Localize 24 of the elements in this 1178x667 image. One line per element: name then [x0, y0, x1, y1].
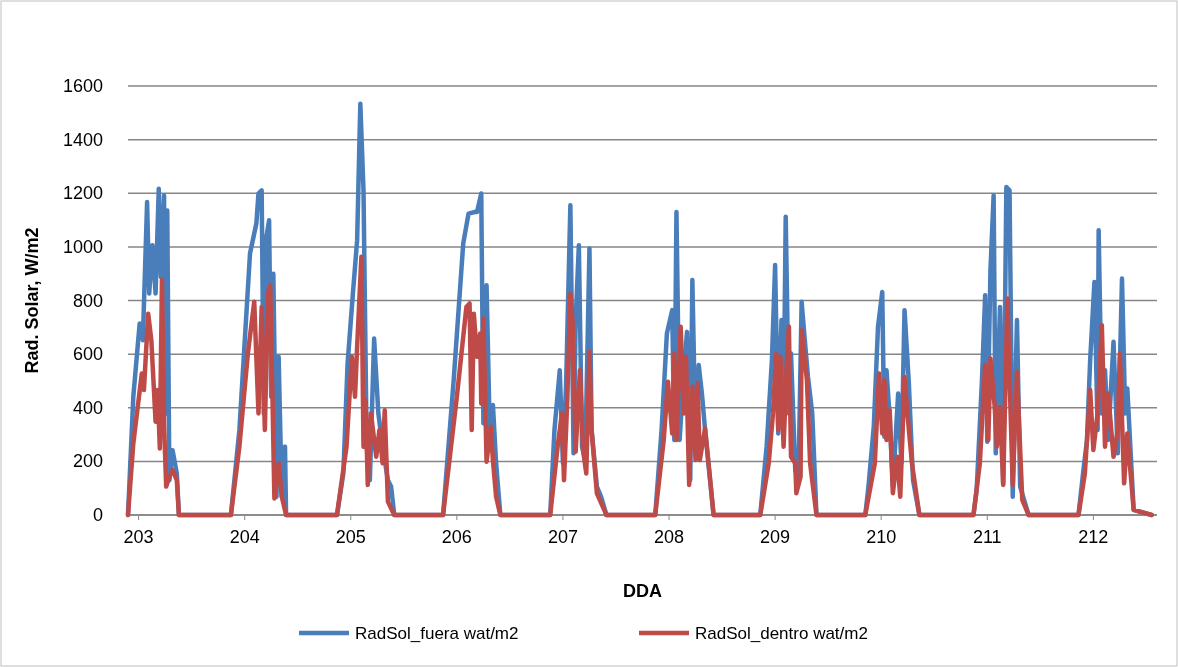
y-tick-label: 1600 — [62, 76, 103, 96]
x-tick-label: 212 — [1078, 527, 1109, 547]
y-tick-label: 1200 — [62, 183, 103, 204]
x-tick-label: 205 — [335, 527, 366, 547]
x-tick-label: 209 — [760, 527, 791, 547]
x-tick-label: 210 — [866, 527, 897, 547]
x-tick-label: 211 — [972, 527, 1002, 547]
y-tick-label: 1400 — [62, 129, 103, 150]
legend-label: RadSol_fuera wat/m2 — [355, 624, 519, 643]
x-axis-title: DDA — [623, 581, 662, 601]
x-tick-label: 203 — [123, 527, 154, 547]
y-tick-label: 800 — [72, 290, 103, 311]
x-tick-label: 207 — [547, 527, 578, 547]
y-tick-label: 400 — [72, 397, 103, 418]
x-tick-label: 208 — [654, 527, 685, 547]
y-axis-title: Rad. Solar, W/m2 — [22, 227, 42, 374]
y-tick-label: 0 — [92, 505, 103, 525]
y-tick-label: 200 — [72, 451, 103, 472]
y-tick-label: 600 — [72, 344, 103, 365]
x-tick-label: 206 — [441, 527, 472, 547]
legend-label: RadSol_dentro wat/m2 — [695, 624, 868, 643]
x-tick-label: 204 — [229, 527, 260, 547]
line-series — [125, 254, 1154, 518]
y-tick-label: 1000 — [62, 236, 103, 257]
